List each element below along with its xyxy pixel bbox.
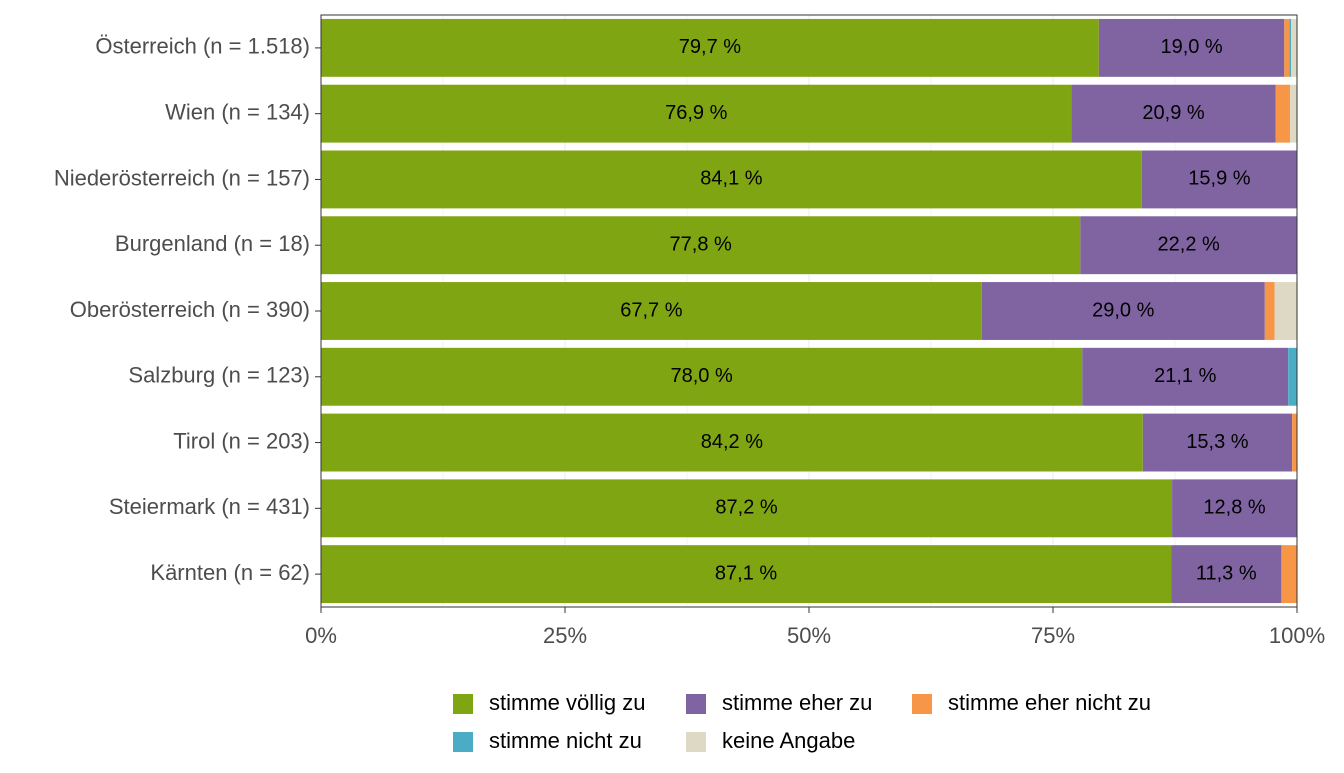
- bar-segment: [321, 545, 1172, 604]
- y-tick-label: Steiermark (n = 431): [109, 494, 310, 519]
- bar-segment: [981, 282, 1265, 340]
- bar-segment: [1080, 216, 1297, 275]
- legend-label: stimme völlig zu: [489, 690, 645, 715]
- bar-segment: [1288, 347, 1297, 406]
- legend-label: stimme eher nicht zu: [948, 690, 1151, 715]
- bar-segment: [1275, 84, 1291, 143]
- bar-segment: [1142, 413, 1293, 472]
- value-label: 15,9 %: [1188, 168, 1250, 190]
- x-tick-label: 50%: [787, 623, 831, 648]
- y-tick-label: Wien (n = 134): [165, 99, 310, 124]
- legend-label: keine Angabe: [722, 728, 855, 753]
- plot-border: [320, 14, 1298, 608]
- bar-segment: [1274, 282, 1297, 340]
- value-label: 79,7 %: [679, 36, 741, 58]
- bar-segment: [1171, 545, 1282, 604]
- bar-segment: [1264, 282, 1275, 340]
- legend-swatch: [686, 732, 706, 752]
- bar-segment: [321, 150, 1142, 209]
- bar-segment: [1082, 347, 1289, 406]
- value-label: 20,9 %: [1142, 102, 1204, 124]
- value-label: 15,3 %: [1186, 431, 1248, 453]
- value-label: 19,0 %: [1160, 36, 1222, 58]
- y-tick-label: Tirol (n = 203): [173, 428, 310, 453]
- value-label: 67,7 %: [620, 299, 682, 321]
- bar-segment: [1292, 413, 1297, 472]
- bar-segment: [1290, 84, 1297, 143]
- bar-segment: [1284, 18, 1290, 77]
- value-label: 78,0 %: [671, 365, 733, 387]
- x-tick-label: 25%: [543, 623, 587, 648]
- value-label: 29,0 %: [1092, 299, 1154, 321]
- bar-segment: [1291, 18, 1297, 77]
- bar-segment: [1289, 18, 1292, 77]
- legend-label: stimme nicht zu: [489, 728, 642, 753]
- bar-segment: [1098, 18, 1285, 77]
- value-label: 84,1 %: [700, 168, 762, 190]
- legend-swatch: [453, 732, 473, 752]
- x-tick-label: 100%: [1269, 623, 1325, 648]
- legend-label: stimme eher zu: [722, 690, 872, 715]
- value-label: 87,1 %: [715, 562, 777, 584]
- y-tick-label: Österreich (n = 1.518): [95, 34, 310, 59]
- x-tick-label: 0%: [305, 623, 337, 648]
- y-tick-label: Niederösterreich (n = 157): [54, 165, 310, 190]
- bar-segment: [321, 479, 1173, 538]
- bar-segment: [321, 84, 1072, 143]
- y-tick-label: Oberösterreich (n = 390): [70, 297, 310, 322]
- legend-swatch: [686, 694, 706, 714]
- value-label: 84,2 %: [701, 431, 763, 453]
- bar-segment: [321, 413, 1143, 472]
- bar-segment: [1071, 84, 1276, 143]
- value-label: 76,9 %: [665, 102, 727, 124]
- bar-segment: [321, 216, 1081, 275]
- value-label: 22,2 %: [1158, 234, 1220, 256]
- bar-segment: [321, 282, 982, 340]
- value-label: 12,8 %: [1203, 497, 1265, 519]
- bar-segment: [321, 18, 1099, 77]
- legend-swatch: [453, 694, 473, 714]
- value-label: 21,1 %: [1154, 365, 1216, 387]
- y-tick-label: Kärnten (n = 62): [150, 560, 310, 585]
- x-tick-label: 75%: [1031, 623, 1075, 648]
- bar-segment: [1141, 150, 1297, 209]
- value-label: 87,2 %: [715, 497, 777, 519]
- value-label: 11,3 %: [1196, 562, 1257, 584]
- value-label: 77,8 %: [670, 234, 732, 256]
- bar-segment: [1172, 479, 1297, 538]
- legend-swatch: [912, 694, 932, 714]
- bar-segment: [1281, 545, 1297, 604]
- y-tick-label: Burgenland (n = 18): [115, 231, 310, 256]
- bar-segment: [321, 347, 1083, 406]
- y-tick-label: Salzburg (n = 123): [128, 363, 310, 388]
